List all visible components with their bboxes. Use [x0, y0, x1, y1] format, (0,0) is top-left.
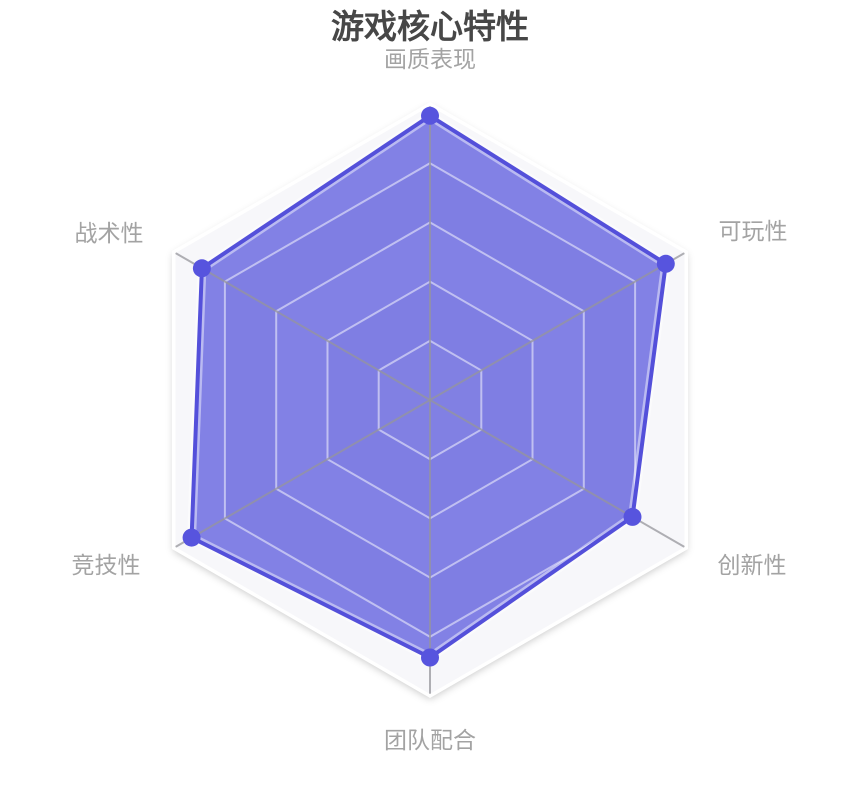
- data-point-1[interactable]: [656, 254, 675, 273]
- radar-axis-line-1: [429, 251, 687, 401]
- data-point-5[interactable]: [192, 259, 211, 278]
- data-point-0[interactable]: [421, 106, 439, 125]
- data-point-2[interactable]: [623, 507, 642, 526]
- series-area: [191, 115, 666, 658]
- axis-label-graphics: 画质表现: [384, 46, 476, 72]
- axis-label-tactics: 战术性: [74, 220, 144, 246]
- radar-outer-ring: [171, 101, 689, 699]
- radar-axis-line-4: [173, 399, 431, 549]
- radar-axis-line-5: [173, 251, 431, 401]
- axis-label-playability: 可玩性: [718, 218, 788, 244]
- data-point-3[interactable]: [421, 648, 439, 667]
- radar-axis-line-2: [429, 399, 687, 549]
- data-point-4[interactable]: [182, 528, 201, 547]
- axis-label-competitiveness: 竞技性: [71, 552, 141, 578]
- axis-label-teamwork: 团队配合: [384, 727, 476, 753]
- axis-label-innovation: 创新性: [717, 552, 787, 578]
- chart-title: 游戏核心特性: [331, 8, 529, 45]
